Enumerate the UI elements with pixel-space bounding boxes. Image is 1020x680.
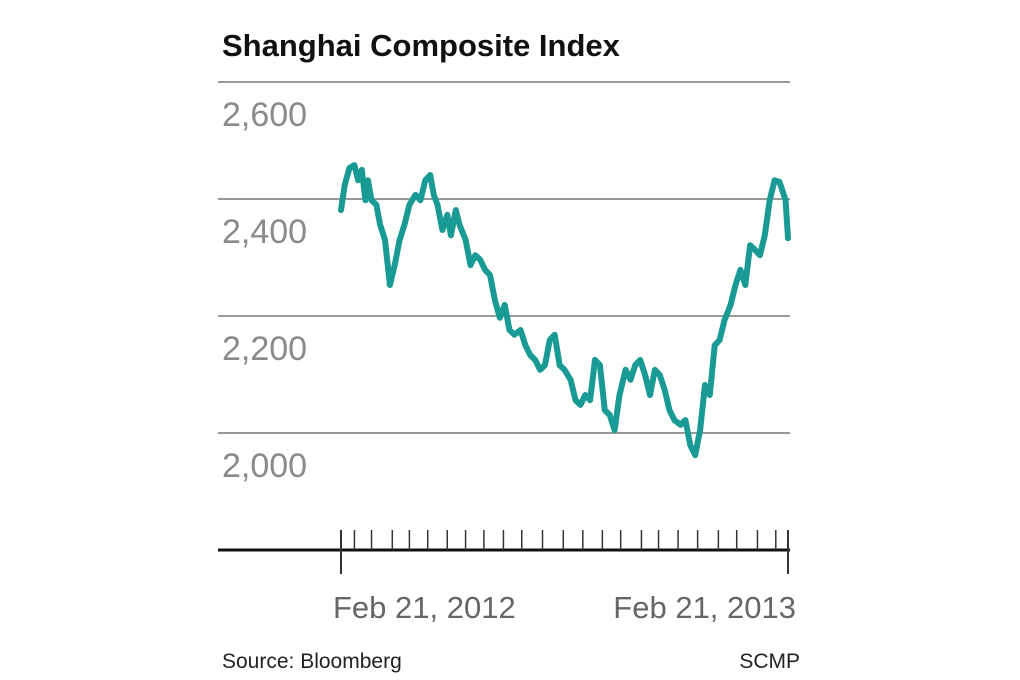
x-tick-label: Feb 21, 2013 [613, 590, 796, 625]
x-tick-label: Feb 21, 2012 [333, 590, 516, 625]
chart-title: Shanghai Composite Index [222, 28, 621, 63]
y-tick-label: 2,600 [222, 96, 307, 134]
y-tick-label: 2,200 [222, 330, 307, 368]
y-tick-label: 2,400 [222, 213, 307, 251]
credit: SCMP [739, 650, 800, 673]
line [338, 162, 791, 459]
source: Source: Bloomberg [222, 650, 402, 673]
y-tick-label: 2,000 [222, 447, 307, 485]
